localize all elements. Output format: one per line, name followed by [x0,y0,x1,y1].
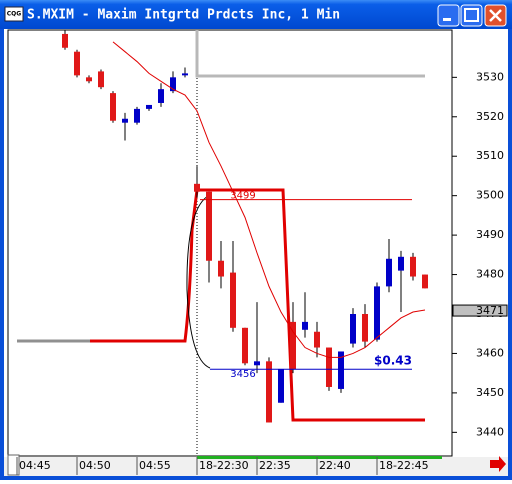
candle-body [218,260,224,277]
candle-body [74,51,80,76]
candle-body [290,321,296,370]
candle-body [314,331,320,348]
scroll-box[interactable] [7,454,20,476]
candle-body [182,73,188,76]
black-curve [186,195,211,369]
candle-body [266,361,272,423]
app-icon [4,6,24,22]
candle-body [374,286,380,340]
candle-body [110,93,116,121]
y-tick-label: 3530 [476,70,504,83]
candle-body [386,258,392,287]
candle-body [62,33,68,48]
x-tick-label: 22:40 [319,459,351,472]
x-tick-label: 04:45 [19,459,51,472]
candle-body [206,191,212,261]
y-tick-label: 3490 [476,228,504,241]
candle-body [338,351,344,389]
candle-body [86,77,92,82]
candle-body [398,256,404,271]
x-tick-label: 04:55 [139,459,171,472]
candle-body [326,347,332,387]
last-price-label: 3471 [476,304,504,317]
y-tick-label: 3510 [476,149,504,162]
candle-body [134,108,140,123]
candle-body [242,327,248,364]
minimize-button[interactable] [437,4,460,27]
candle-body [230,272,236,328]
candle-body [422,274,428,289]
y-tick-label: 3460 [476,346,504,359]
close-icon [489,9,502,22]
candle-body [98,71,104,88]
last-price-box [452,304,508,317]
candle-body [194,183,200,192]
candle-body [254,361,260,366]
candle-body [362,314,368,342]
candle-body [122,118,128,123]
y-tick-label: 3520 [476,110,504,123]
scroll-right-arrow[interactable] [490,456,506,472]
candle-body [350,314,356,344]
candle-body [278,369,284,403]
moving-average [112,41,426,358]
title-bar [0,0,512,29]
y-tick-label: 3450 [476,386,504,399]
plot-area [7,29,453,457]
candle-body [302,321,308,330]
minimize-icon [443,18,451,21]
x-tick-label: 18-22:30 [199,459,249,472]
x-tick-label: 22:35 [259,459,291,472]
level-label: 3456 [230,369,255,380]
gray-indicator [195,30,425,78]
session-bar [197,456,442,459]
maximize-icon [464,8,479,22]
candle-body [170,77,176,92]
y-tick-label: 3500 [476,189,504,202]
level-label: 3499 [230,191,255,202]
x-tick-label: 18-22:45 [379,459,429,472]
y-tick-label: 3440 [476,425,504,438]
y-tick-label: 3480 [476,268,504,281]
window-title: S.MXIM - Maxim Intgrtd Prdcts Inc, 1 Min [27,8,340,23]
app-icon-label: CQG [7,11,22,18]
x-axis-bar [4,457,508,476]
candle-body [410,256,416,277]
x-tick-label: 04:50 [79,459,111,472]
candle-body [146,104,152,109]
annotation: $0.43 [374,354,412,368]
candle-body [158,89,164,103]
